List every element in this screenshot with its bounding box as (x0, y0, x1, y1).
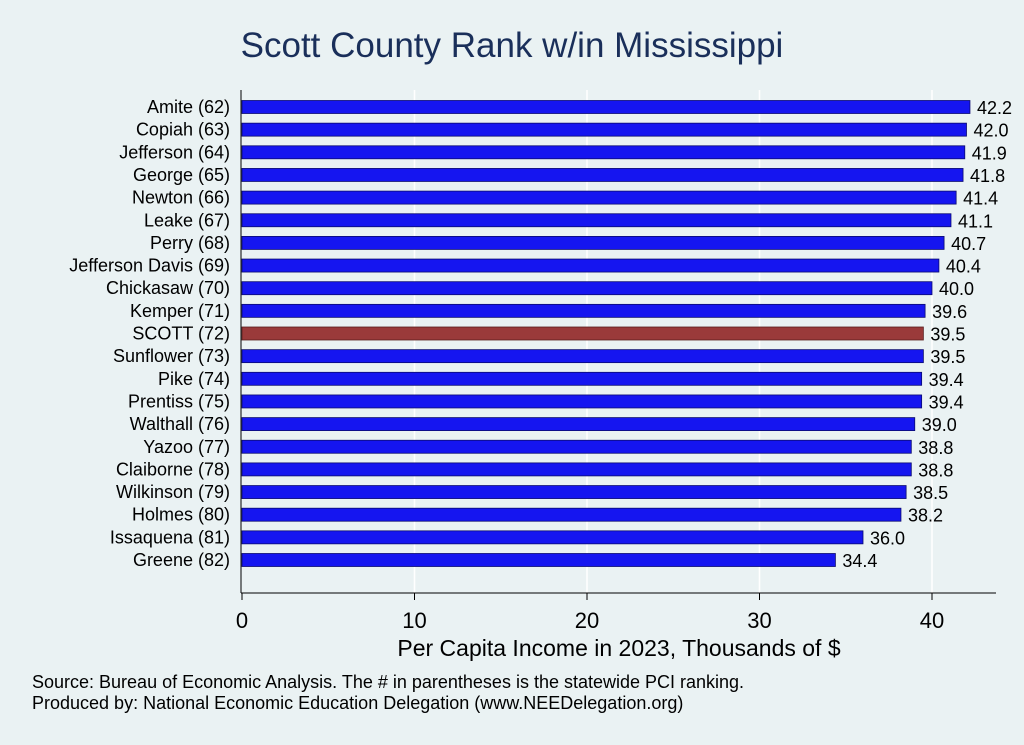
value-label-13: 39.4 (929, 392, 964, 412)
category-label-14: Walthall (76) (130, 414, 230, 434)
category-label-12: Pike (74) (158, 369, 230, 389)
value-label-12: 39.4 (929, 370, 964, 390)
value-label-20: 34.4 (842, 551, 877, 571)
bar-9 (241, 303, 926, 318)
value-label-2: 41.9 (972, 143, 1007, 163)
category-label-20: Greene (82) (133, 550, 230, 570)
source-note: Source: Bureau of Economic Analysis. The… (32, 672, 745, 692)
bar-19 (241, 530, 864, 545)
value-label-3: 41.8 (970, 166, 1005, 186)
category-label-2: Jefferson (64) (119, 142, 230, 162)
bar-5 (241, 213, 952, 228)
x-tick-label-20: 20 (575, 608, 599, 633)
value-label-6: 40.7 (951, 234, 986, 254)
bar-12 (241, 371, 923, 386)
category-label-7: Jefferson Davis (69) (69, 256, 230, 276)
bar-8 (241, 281, 933, 296)
bar-2 (241, 145, 966, 160)
x-tick-label-10: 10 (402, 608, 426, 633)
category-label-4: Newton (66) (132, 188, 230, 208)
value-label-0: 42.2 (977, 98, 1012, 118)
category-label-19: Issaquena (81) (110, 527, 230, 547)
category-label-9: Kemper (71) (130, 301, 230, 321)
category-label-13: Prentiss (75) (128, 391, 230, 411)
category-label-15: Yazoo (77) (143, 437, 230, 457)
bar-6 (241, 235, 945, 250)
category-label-17: Wilkinson (79) (116, 482, 230, 502)
value-label-1: 42.0 (974, 121, 1009, 141)
chart-title: Scott County Rank w/in Mississippi (0, 26, 1024, 66)
category-label-11: Sunflower (73) (113, 346, 230, 366)
producer-note: Produced by: National Economic Education… (32, 693, 684, 713)
value-label-11: 39.5 (930, 347, 965, 367)
bar-20 (241, 553, 836, 567)
x-tick-label-40: 40 (920, 608, 944, 633)
value-label-17: 38.5 (913, 483, 948, 503)
bar-0 (241, 100, 971, 114)
value-label-10: 39.5 (930, 325, 965, 345)
value-label-7: 40.4 (946, 257, 981, 277)
category-label-0: Amite (62) (147, 97, 230, 117)
value-label-14: 39.0 (922, 415, 957, 435)
bar-18 (241, 507, 902, 522)
bar-11 (241, 349, 924, 364)
chart-footer: Source: Bureau of Economic Analysis. The… (32, 672, 744, 714)
bar-10 (241, 326, 924, 341)
category-label-8: Chickasaw (70) (106, 278, 230, 298)
bar-15 (241, 439, 912, 454)
category-label-6: Perry (68) (150, 233, 230, 253)
category-label-5: Leake (67) (144, 210, 230, 230)
value-label-4: 41.4 (963, 189, 998, 209)
bar-1 (241, 122, 967, 137)
value-label-16: 38.8 (918, 460, 953, 480)
x-tick-label-30: 30 (747, 608, 771, 633)
category-label-1: Copiah (63) (136, 120, 230, 140)
bar-7 (241, 258, 940, 273)
category-label-3: George (65) (133, 165, 230, 185)
value-label-8: 40.0 (939, 279, 974, 299)
bar-17 (241, 485, 907, 499)
value-label-18: 38.2 (908, 506, 943, 526)
value-label-9: 39.6 (932, 302, 967, 322)
x-axis-title: Per Capita Income in 2023, Thousands of … (397, 635, 840, 661)
bar-16 (241, 462, 912, 477)
category-label-10: SCOTT (72) (132, 324, 230, 344)
value-label-15: 38.8 (918, 438, 953, 458)
x-tick-label-0: 0 (236, 608, 248, 633)
bar-4 (241, 190, 957, 205)
chart-title-text: Scott County Rank w/in Mississippi (240, 26, 784, 65)
category-label-18: Holmes (80) (132, 505, 230, 525)
value-label-5: 41.1 (958, 211, 993, 231)
value-label-19: 36.0 (870, 528, 905, 548)
bar-14 (241, 417, 916, 432)
bar-3 (241, 168, 964, 182)
bar-13 (241, 394, 923, 409)
category-label-16: Claiborne (78) (116, 459, 230, 479)
